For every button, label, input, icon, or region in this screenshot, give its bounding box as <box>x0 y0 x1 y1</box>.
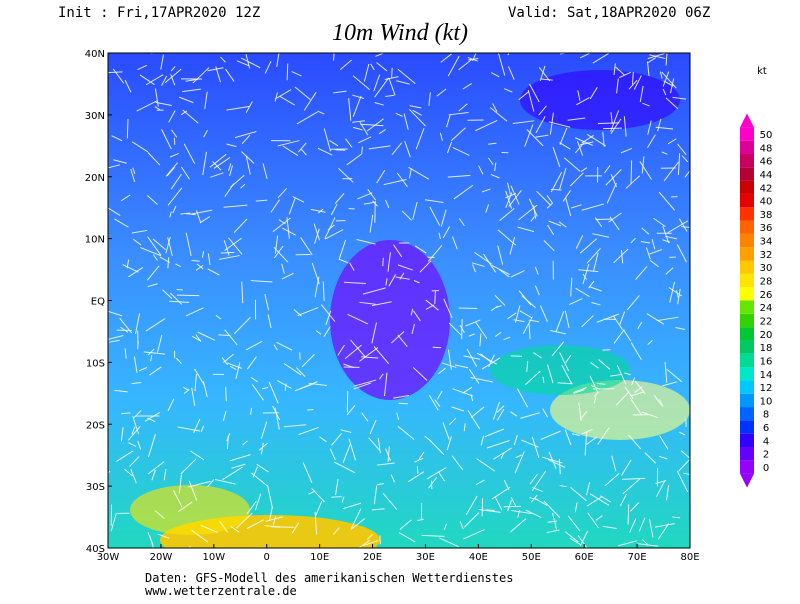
colorbar-swatch <box>740 434 754 447</box>
colorbar-swatch <box>740 127 754 140</box>
lon-label: 0 <box>264 552 270 563</box>
colorbar-swatch <box>740 274 754 287</box>
colorbar-label: 6 <box>763 423 769 434</box>
wind-streak <box>417 466 418 473</box>
lon-label: 10W <box>203 552 226 563</box>
colorbar-swatch <box>740 420 754 433</box>
colorbar-swatch <box>740 301 754 314</box>
colorbar-swatch <box>740 447 754 460</box>
lat-label: 10N <box>85 235 105 246</box>
colorbar-label: 18 <box>760 343 773 354</box>
footer-url: www.wetterzentrale.de <box>145 584 297 598</box>
colorbar-label: 16 <box>760 356 773 367</box>
colorbar-swatch <box>740 367 754 380</box>
colorbar-swatch <box>740 234 754 247</box>
map-title: 10m Wind (kt) <box>332 20 468 46</box>
wind-streak <box>226 387 227 401</box>
colorbar-swatch <box>740 167 754 180</box>
colorbar-swatch <box>740 354 754 367</box>
lat-label: 20S <box>86 420 105 431</box>
lon-label: 70E <box>628 552 647 563</box>
colorbar-label: 10 <box>760 396 773 407</box>
colorbar-label: 42 <box>760 183 773 194</box>
colorbar-swatch <box>740 314 754 327</box>
wind-streak <box>127 119 128 139</box>
colorbar-swatch <box>740 154 754 167</box>
colorbar-label: 2 <box>763 450 769 461</box>
colorbar-label: 12 <box>760 383 773 394</box>
colorbar-label: 28 <box>760 277 773 288</box>
wind-streak <box>435 291 436 304</box>
lon-label: 50E <box>522 552 541 563</box>
colorbar-arrow-bottom <box>740 474 754 488</box>
wind-streak <box>392 68 393 78</box>
lon-label: 60E <box>575 552 594 563</box>
wind-streak <box>433 347 441 348</box>
colorbar-swatch <box>740 181 754 194</box>
wind-streak <box>642 33 644 53</box>
colorbar-label: 48 <box>760 143 773 154</box>
colorbar-label: 32 <box>760 250 773 261</box>
wind-streak <box>628 504 629 524</box>
lon-label: 80E <box>680 552 699 563</box>
lon-label: 30E <box>416 552 435 563</box>
colorbar-swatch <box>740 380 754 393</box>
wind-field <box>97 33 702 565</box>
colorbar-label: 0 <box>763 463 769 474</box>
wind-streak <box>603 128 622 129</box>
colorbar-label: 46 <box>760 157 773 168</box>
wind-streak <box>287 64 288 81</box>
colorbar-arrow-top <box>740 113 754 127</box>
colorbar-label: 20 <box>760 330 773 341</box>
wind-streak <box>186 546 190 565</box>
lat-label: 40N <box>85 49 105 60</box>
wind-streak <box>383 258 384 266</box>
lat-label: 30S <box>86 482 105 493</box>
colorbar-swatch <box>740 141 754 154</box>
lon-label: 40E <box>469 552 488 563</box>
wind-streak <box>174 138 175 145</box>
colorbar-label: 36 <box>760 223 773 234</box>
colorbar-label: 14 <box>760 370 773 381</box>
wind-streak <box>459 308 477 309</box>
colorbar-swatch <box>740 340 754 353</box>
init-time: Init : Fri,17APR2020 12Z <box>58 5 260 21</box>
colorbar-swatch <box>740 460 754 473</box>
lon-label: 20E <box>363 552 382 563</box>
colorbar-label: 4 <box>763 436 769 447</box>
lat-label: 20N <box>85 173 105 184</box>
colorbar-label: 34 <box>760 237 773 248</box>
wind-streak <box>631 160 632 184</box>
colorbar-label: 50 <box>760 130 773 141</box>
colorbar-swatch <box>740 194 754 207</box>
colorbar-label: 24 <box>760 303 773 314</box>
colorbar-label: 38 <box>760 210 773 221</box>
colorbar-swatch <box>740 287 754 300</box>
colorbar-swatch <box>740 247 754 260</box>
colorbar-label: 40 <box>760 197 773 208</box>
colorbar-label: 8 <box>763 410 769 421</box>
colorbar-swatch <box>740 327 754 340</box>
wind-streak <box>331 497 341 498</box>
lon-label: 10E <box>310 552 329 563</box>
lat-label: 30N <box>85 111 105 122</box>
colorbar-unit: kt <box>757 66 767 77</box>
lat-label: 10S <box>86 358 105 369</box>
colorbar-label: 22 <box>760 316 773 327</box>
colorbar-swatch <box>740 407 754 420</box>
footer-source: Daten: GFS-Modell des amerikanischen Wet… <box>145 571 513 585</box>
lon-label: 20W <box>150 552 173 563</box>
colorbar-swatch <box>740 394 754 407</box>
colorbar-label: 44 <box>760 170 773 181</box>
colorbar-swatch <box>740 261 754 274</box>
colorbar-swatch <box>740 207 754 220</box>
wind-streak <box>380 535 381 544</box>
colorbar-swatch <box>740 221 754 234</box>
colorbar-label: 30 <box>760 263 773 274</box>
lat-label: 40S <box>86 544 105 555</box>
lat-label: EQ <box>91 297 105 308</box>
colorbar-label: 26 <box>760 290 773 301</box>
valid-time: Valid: Sat,18APR2020 06Z <box>508 5 710 21</box>
